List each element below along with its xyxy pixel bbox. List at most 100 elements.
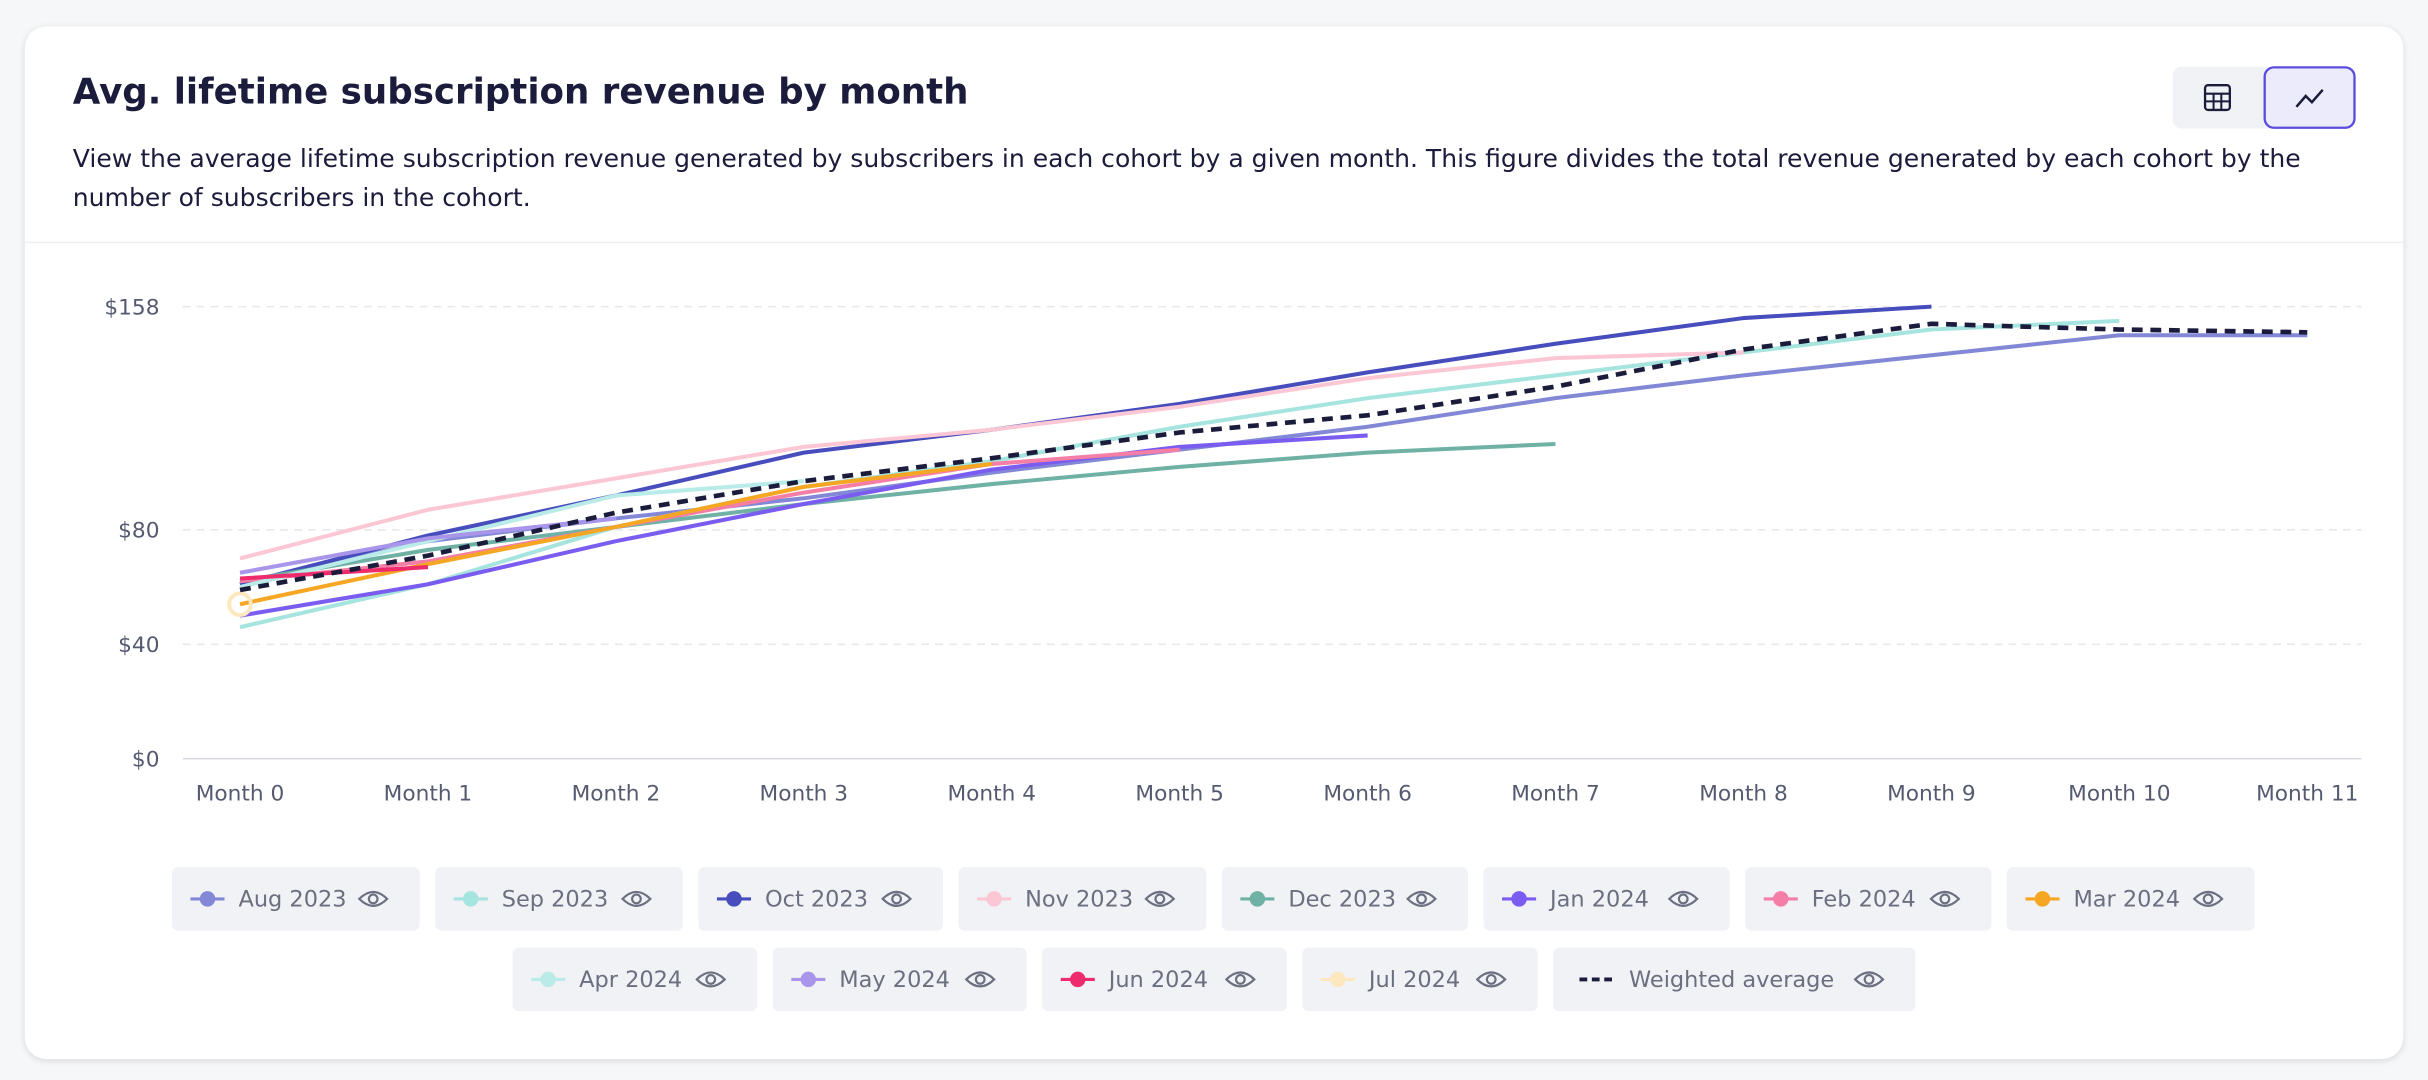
x-tick-label: Month 1 bbox=[384, 782, 473, 807]
visibility-icon-pupil bbox=[1234, 974, 1246, 985]
legend-bg bbox=[772, 947, 1027, 1012]
legend-label: Jan 2024 bbox=[1548, 887, 1649, 913]
legend-bg bbox=[1553, 947, 1916, 1012]
visibility-icon bbox=[1475, 971, 1507, 988]
chart-subtitle: View the average lifetime subscription r… bbox=[72, 144, 2301, 213]
legend-label: Sep 2023 bbox=[502, 887, 609, 913]
visibility-icon-pupil bbox=[1677, 893, 1689, 905]
visibility-icon bbox=[1853, 971, 1885, 988]
x-tick-label: Month 11 bbox=[2256, 782, 2358, 807]
legend-label: May 2024 bbox=[839, 967, 950, 993]
y-tick-label: $158 bbox=[104, 295, 159, 320]
legend-item[interactable]: May 2024 bbox=[772, 947, 1027, 1012]
series-line bbox=[239, 479, 804, 589]
visibility-icon bbox=[357, 890, 389, 907]
visibility-icon bbox=[2192, 890, 2224, 907]
legend-bg bbox=[1042, 947, 1287, 1012]
legend-item[interactable]: Jan 2024 bbox=[1483, 867, 1730, 931]
visibility-icon-pupil bbox=[1416, 893, 1427, 905]
legend-label: Feb 2024 bbox=[1812, 887, 1916, 913]
visibility-icon-pupil bbox=[1939, 893, 1951, 905]
table-view-button[interactable] bbox=[2203, 84, 2232, 112]
legend-label: Nov 2023 bbox=[1025, 887, 1133, 913]
legend-item[interactable]: Feb 2024 bbox=[1745, 867, 1992, 931]
visibility-icon-pupil bbox=[1154, 893, 1166, 905]
visibility-icon bbox=[881, 890, 913, 907]
visibility-icon bbox=[695, 971, 727, 988]
legend-swatch-dot bbox=[1330, 971, 1346, 988]
legend-item[interactable]: Oct 2023 bbox=[698, 867, 944, 931]
legend-item[interactable]: Jun 2024 bbox=[1042, 947, 1287, 1012]
legend-swatch-dot bbox=[1249, 891, 1266, 907]
legend-label: Jul 2024 bbox=[1367, 967, 1460, 993]
legend-bg bbox=[1302, 947, 1538, 1012]
y-tick-label: $0 bbox=[132, 748, 160, 773]
x-tick-label: Month 7 bbox=[1511, 782, 1600, 807]
x-tick-label: Month 5 bbox=[1135, 782, 1224, 807]
series-line bbox=[239, 318, 2120, 630]
series-line bbox=[239, 433, 1368, 618]
legend-bg bbox=[698, 867, 944, 931]
legend-bg bbox=[958, 867, 1207, 931]
legend-item[interactable]: Sep 2023 bbox=[435, 867, 683, 931]
legend-bg bbox=[2006, 867, 2255, 931]
legend-label: Oct 2023 bbox=[765, 887, 868, 913]
legend-item[interactable]: Nov 2023 bbox=[958, 867, 1207, 931]
legend-swatch-dot bbox=[800, 971, 817, 988]
visibility-icon-pupil bbox=[891, 893, 903, 905]
chart-title: Avg. lifetime subscription revenue by mo… bbox=[72, 72, 969, 114]
visibility-icon-pupil bbox=[705, 974, 717, 985]
chart-view-button[interactable] bbox=[2263, 66, 2356, 129]
series-line bbox=[239, 447, 1180, 584]
x-tick-label: Month 2 bbox=[572, 782, 661, 807]
legend-swatch-dot bbox=[986, 891, 1002, 907]
legend-label: Weighted average bbox=[1629, 967, 1834, 993]
visibility-icon bbox=[1144, 890, 1176, 907]
legend-swatch-dot bbox=[199, 891, 216, 907]
visibility-icon bbox=[964, 971, 996, 988]
legend-swatch-dot bbox=[463, 891, 479, 907]
visibility-icon bbox=[1667, 890, 1699, 907]
legend-label: Apr 2024 bbox=[579, 967, 682, 993]
legend-item[interactable]: Jul 2024 bbox=[1302, 947, 1538, 1012]
legend-bg bbox=[512, 947, 758, 1012]
legend-item[interactable]: Apr 2024 bbox=[512, 947, 758, 1012]
average-line bbox=[239, 321, 2308, 593]
visibility-icon-pupil bbox=[1485, 974, 1497, 985]
visibility-icon bbox=[1224, 971, 1256, 988]
visibility-icon-pupil bbox=[974, 974, 986, 985]
legend-label: Dec 2023 bbox=[1288, 887, 1396, 913]
series-line bbox=[239, 441, 1556, 584]
legend-item[interactable]: Mar 2024 bbox=[2006, 867, 2255, 931]
visibility-icon-pupil bbox=[1863, 974, 1875, 985]
legend-item[interactable]: Dec 2023 bbox=[1221, 867, 1468, 931]
legend-bg bbox=[1221, 867, 1468, 931]
series-line bbox=[239, 461, 993, 607]
visibility-icon bbox=[620, 890, 652, 907]
visibility-icon-pupil bbox=[631, 893, 642, 905]
legend-item[interactable]: Aug 2023 bbox=[171, 867, 420, 931]
legend-swatch-dot bbox=[726, 891, 742, 907]
legend-bg bbox=[171, 867, 420, 931]
view-toggle bbox=[2172, 66, 2356, 129]
legend-bg bbox=[435, 867, 683, 931]
visibility-icon-pupil bbox=[367, 893, 379, 905]
legend-label: Aug 2023 bbox=[238, 887, 346, 913]
x-tick-label: Month 0 bbox=[196, 782, 285, 807]
legend-label: Mar 2024 bbox=[2073, 887, 2180, 913]
x-tick-label: Month 9 bbox=[1887, 782, 1976, 807]
separator bbox=[24, 241, 2404, 244]
visibility-icon bbox=[1929, 890, 1961, 907]
y-tick-label: $40 bbox=[118, 633, 159, 658]
legend-bg bbox=[1745, 867, 1992, 931]
y-tick-label: $80 bbox=[118, 519, 159, 544]
visibility-icon bbox=[1406, 890, 1437, 907]
legend-label: Jun 2024 bbox=[1107, 967, 1208, 993]
x-tick-label: Month 8 bbox=[1699, 782, 1788, 807]
series-line bbox=[239, 350, 1744, 561]
legend-item[interactable]: Weighted average bbox=[1553, 947, 1916, 1012]
legend-swatch-dot bbox=[1511, 891, 1527, 907]
legend-swatch-dot bbox=[1070, 971, 1086, 988]
